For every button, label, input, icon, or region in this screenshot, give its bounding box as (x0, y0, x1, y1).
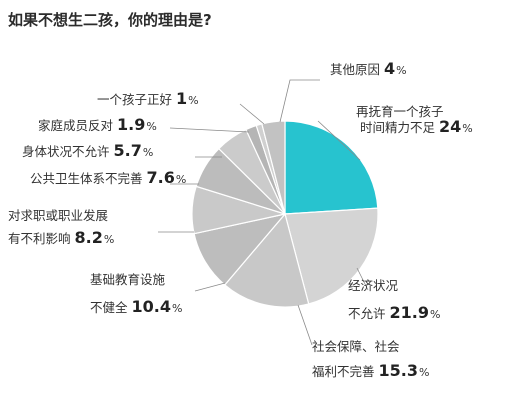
pie-slice-1 (284, 207, 379, 305)
slice-percent-8: % (188, 94, 198, 107)
leader-line-3 (194, 282, 226, 292)
slice-label-8-line-0: 一个孩子正好 1% (97, 89, 199, 108)
leader-line-1 (356, 267, 369, 291)
slice-label-5-line-0: 公共卫生体系不完善 7.6% (30, 168, 186, 187)
pie-slice-2 (223, 212, 310, 308)
slice-value-1: 21.9 (390, 303, 429, 322)
slice-label-4-line-1: 有不利影响 8.2% (8, 228, 114, 247)
chart-title: 如果不想生二孩，你的理由是? (8, 11, 212, 29)
slice-label-9-line-0: 其他原因 4% (330, 59, 407, 78)
slice-label-7-line-0: 家庭成员反对 1.9% (38, 115, 157, 134)
slice-percent-6: % (143, 146, 153, 159)
leader-line-7 (169, 127, 250, 133)
slice-value-5: 7.6 (147, 168, 175, 187)
slice-percent-3: % (172, 302, 182, 315)
slice-percent-7: % (146, 120, 156, 133)
slice-percent-0: % (462, 122, 472, 135)
leader-lines (158, 79, 369, 346)
slice-label-3-line-0: 基础教育设施 (90, 272, 166, 287)
leader-line-2 (297, 304, 313, 346)
slice-value-4: 8.2 (75, 228, 103, 247)
slice-value-2: 15.3 (379, 361, 418, 380)
slice-label-1-line-0: 经济状况 (348, 278, 399, 293)
slice-label-2-line-1: 福利不完善 15.3% (312, 361, 429, 380)
slice-value-6: 5.7 (114, 141, 142, 160)
pie-slice-9 (261, 120, 286, 215)
slice-value-8: 1 (176, 89, 187, 108)
slice-percent-4: % (104, 233, 114, 246)
pie-slices (191, 120, 379, 308)
slice-label-0-line-0: 再抚育一个孩子 (356, 104, 444, 119)
slice-label-6-line-0: 身体状况不允许 5.7% (22, 141, 153, 160)
slice-value-7: 1.9 (117, 115, 145, 134)
slice-value-0: 24 (439, 117, 461, 136)
slice-value-3: 10.4 (132, 297, 171, 316)
slice-label-0-line-1: 时间精力不足 24% (360, 117, 473, 136)
slice-value-9: 4 (384, 59, 395, 78)
slice-label-1-line-1: 不允许 21.9% (348, 303, 440, 322)
leader-line-8 (239, 103, 265, 125)
slice-label-2-line-0: 社会保障、社会 (312, 339, 400, 354)
pie-slice-0 (284, 120, 379, 215)
slice-percent-5: % (176, 173, 186, 186)
slice-label-3-line-1: 不健全 10.4% (90, 297, 182, 316)
leader-line-9 (279, 79, 320, 123)
slice-label-4-line-0: 对求职或职业发展 (8, 208, 108, 223)
slice-percent-1: % (430, 308, 440, 321)
slice-percent-9: % (396, 64, 406, 77)
leader-line-0 (317, 120, 361, 161)
slice-percent-2: % (419, 366, 429, 379)
